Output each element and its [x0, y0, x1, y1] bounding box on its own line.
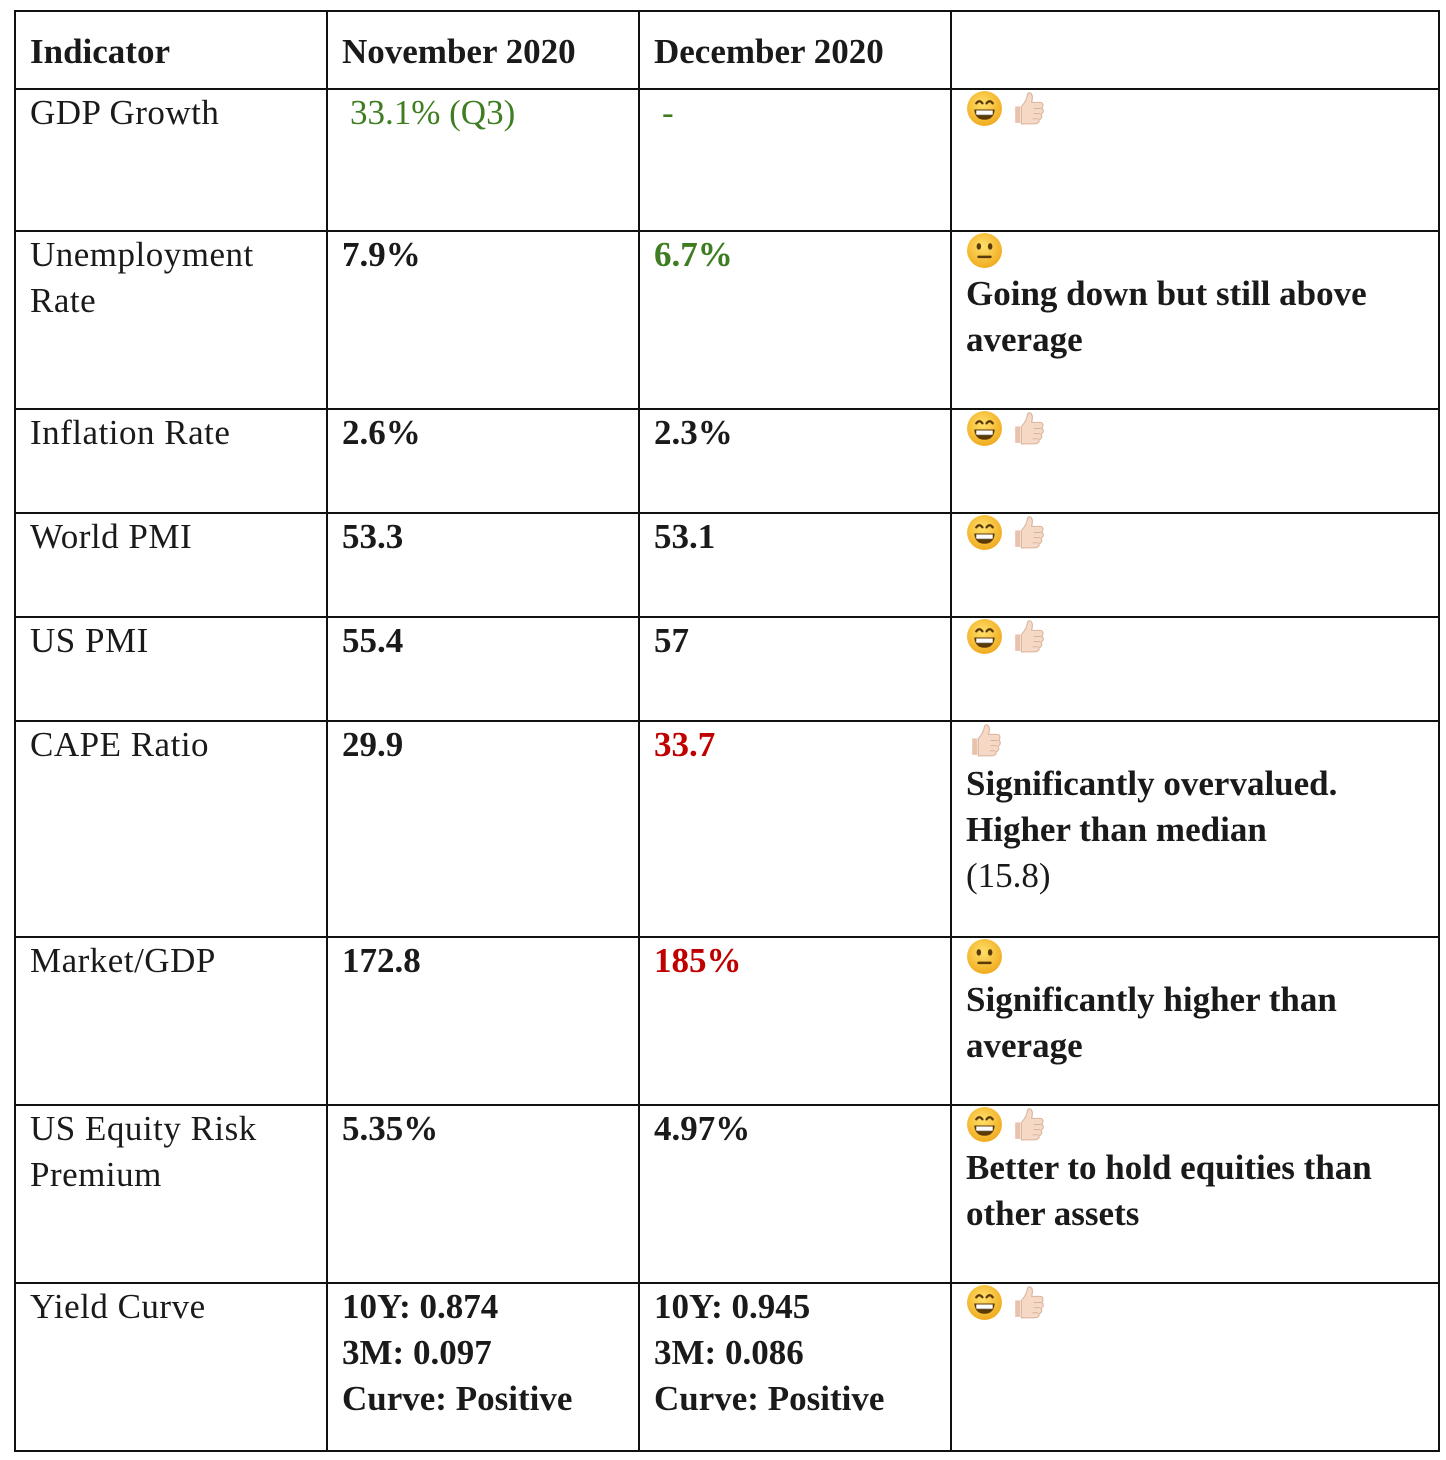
december-value: 33.7	[638, 720, 952, 938]
december-value: -	[638, 88, 952, 232]
november-curve: Curve: Positive	[342, 1379, 573, 1418]
indicator-cell: World PMI	[14, 512, 328, 618]
table-row: Market/GDP 172.8 185% Significantly high…	[14, 936, 1440, 1106]
emoji-group	[966, 618, 1424, 655]
indicator-cell: US PMI	[14, 616, 328, 722]
december-value-text: -	[662, 93, 674, 132]
emoji-group	[966, 722, 1424, 759]
assessment-cell: Significantly higher than average	[950, 936, 1440, 1106]
header-december: December 2020	[638, 10, 952, 90]
december-value: 10Y: 0.945 3M: 0.086 Curve: Positive	[638, 1282, 952, 1452]
emoji-group	[966, 1106, 1424, 1143]
assessment-cell	[950, 616, 1440, 722]
november-value: 5.35%	[326, 1104, 640, 1284]
emoji-group	[966, 410, 1424, 447]
table-row: World PMI 53.3 53.1	[14, 512, 1440, 618]
november-value: 53.3	[326, 512, 640, 618]
december-10y: 10Y: 0.945	[654, 1287, 811, 1326]
assessment-cell	[950, 512, 1440, 618]
indicator-cell: GDP Growth	[14, 88, 328, 232]
assessment-note-line3: (15.8)	[966, 856, 1051, 895]
indicator-cell: Inflation Rate	[14, 408, 328, 514]
assessment-cell	[950, 1282, 1440, 1452]
grin-emoji-icon	[966, 410, 1003, 447]
indicator-cell: Market/GDP	[14, 936, 328, 1106]
november-value: 7.9%	[326, 230, 640, 410]
grin-emoji-icon	[966, 1106, 1003, 1143]
november-value: 2.6%	[326, 408, 640, 514]
assessment-cell: Better to hold equities than other asset…	[950, 1104, 1440, 1284]
december-value: 4.97%	[638, 1104, 952, 1284]
assessment-cell	[950, 88, 1440, 232]
november-value: 10Y: 0.874 3M: 0.097 Curve: Positive	[326, 1282, 640, 1452]
december-3m: 3M: 0.086	[654, 1333, 804, 1372]
assessment-cell	[950, 408, 1440, 514]
neutral-face-icon	[966, 938, 1003, 975]
emoji-group	[966, 1284, 1424, 1321]
assessment-cell: Going down but still above average	[950, 230, 1440, 410]
november-10y: 10Y: 0.874	[342, 1287, 499, 1326]
assessment-note: Significantly overvalued.	[966, 764, 1338, 803]
assessment-note-line2: Higher than median	[966, 810, 1267, 849]
november-value-text: 33.1% (Q3)	[350, 93, 516, 132]
table-row: Yield Curve 10Y: 0.874 3M: 0.097 Curve: …	[14, 1282, 1440, 1452]
emoji-group	[966, 514, 1424, 551]
grin-emoji-icon	[966, 90, 1003, 127]
table-row: US PMI 55.4 57	[14, 616, 1440, 722]
indicator-cell: Yield Curve	[14, 1282, 328, 1452]
table-row: CAPE Ratio 29.9 33.7 Significantly overv…	[14, 720, 1440, 938]
december-value: 53.1	[638, 512, 952, 618]
november-3m: 3M: 0.097	[342, 1333, 492, 1372]
november-value: 172.8	[326, 936, 640, 1106]
december-value: 185%	[638, 936, 952, 1106]
emoji-group	[966, 938, 1424, 975]
grin-emoji-icon	[966, 1284, 1003, 1321]
header-assessment	[950, 10, 1440, 90]
grin-emoji-icon	[966, 618, 1003, 655]
december-curve: Curve: Positive	[654, 1379, 885, 1418]
grin-emoji-icon	[966, 514, 1003, 551]
header-row: Indicator November 2020 December 2020	[14, 10, 1440, 90]
thumbs-up-icon	[966, 722, 1003, 759]
table-row: Inflation Rate 2.6% 2.3%	[14, 408, 1440, 514]
indicator-cell: Unemployment Rate	[14, 230, 328, 410]
assessment-note: Significantly higher than average	[966, 980, 1337, 1065]
thumbs-up-icon	[1009, 1284, 1046, 1321]
november-value: 29.9	[326, 720, 640, 938]
december-value: 2.3%	[638, 408, 952, 514]
november-value: 55.4	[326, 616, 640, 722]
thumbs-up-icon	[1009, 514, 1046, 551]
assessment-note: Going down but still above average	[966, 274, 1367, 359]
table-row: US Equity Risk Premium 5.35% 4.97% Bette…	[14, 1104, 1440, 1284]
emoji-group	[966, 90, 1424, 127]
thumbs-up-icon	[1009, 1106, 1046, 1143]
assessment-note: Better to hold equities than other asset…	[966, 1148, 1372, 1233]
thumbs-up-icon	[1009, 410, 1046, 447]
november-value: 33.1% (Q3)	[326, 88, 640, 232]
neutral-face-icon	[966, 232, 1003, 269]
assessment-cell: Significantly overvalued. Higher than me…	[950, 720, 1440, 938]
december-value: 6.7%	[638, 230, 952, 410]
indicator-cell: CAPE Ratio	[14, 720, 328, 938]
header-november: November 2020	[326, 10, 640, 90]
december-value: 57	[638, 616, 952, 722]
table-row: GDP Growth 33.1% (Q3) -	[14, 88, 1440, 232]
header-indicator: Indicator	[14, 10, 328, 90]
thumbs-up-icon	[1009, 618, 1046, 655]
indicators-table: Indicator November 2020 December 2020 GD…	[14, 10, 1440, 1452]
thumbs-up-icon	[1009, 90, 1046, 127]
table-row: Unemployment Rate 7.9% 6.7% Going down b…	[14, 230, 1440, 410]
emoji-group	[966, 232, 1424, 269]
indicator-cell: US Equity Risk Premium	[14, 1104, 328, 1284]
